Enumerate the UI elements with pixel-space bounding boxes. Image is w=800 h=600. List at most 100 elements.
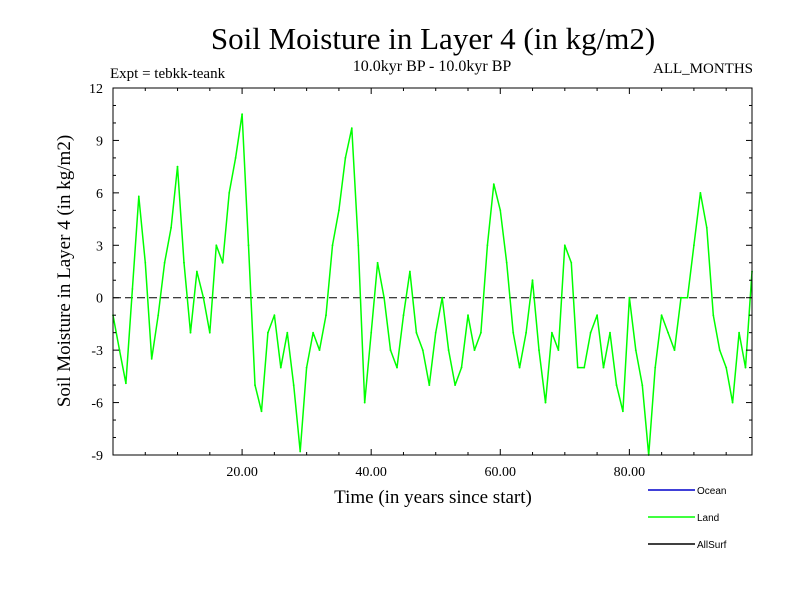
x-axis-label: Time (in years since start)	[334, 487, 532, 508]
data-point	[467, 314, 469, 317]
legend-label-land: Land	[697, 513, 719, 524]
x-tick-label: 40.00	[355, 465, 387, 480]
data-point	[292, 384, 295, 386]
data-point	[402, 314, 405, 317]
data-point	[731, 401, 734, 404]
data-point	[228, 192, 231, 194]
data-point	[589, 331, 592, 334]
data-point	[576, 366, 579, 369]
data-point	[473, 349, 476, 351]
data-point	[389, 349, 392, 351]
data-point	[512, 331, 515, 334]
data-point	[176, 165, 179, 168]
data-point	[144, 261, 147, 264]
data-point	[544, 401, 547, 404]
data-point	[215, 244, 218, 247]
data-point	[260, 410, 263, 413]
plot-area	[112, 113, 753, 456]
data-point	[247, 244, 250, 247]
data-point	[641, 384, 644, 386]
data-point	[531, 279, 534, 282]
data-point	[699, 192, 702, 194]
data-point	[686, 296, 689, 299]
data-point	[338, 209, 340, 212]
data-point	[525, 331, 527, 334]
data-point	[680, 296, 682, 299]
data-point	[492, 183, 495, 186]
data-point	[415, 331, 418, 334]
x-tick-label: 80.00	[614, 465, 646, 480]
data-point	[596, 314, 598, 317]
data-point	[725, 366, 728, 369]
data-point	[363, 401, 366, 404]
data-point	[208, 331, 211, 334]
data-point	[357, 244, 360, 247]
data-point	[254, 384, 256, 386]
data-point	[183, 261, 185, 264]
data-point	[318, 349, 321, 351]
data-point	[505, 261, 508, 264]
data-point	[163, 261, 166, 264]
data-point	[518, 366, 521, 369]
data-point	[454, 384, 456, 386]
data-point	[189, 331, 192, 334]
data-point	[693, 244, 695, 247]
data-point	[628, 296, 631, 299]
data-point	[660, 314, 663, 317]
data-point	[221, 261, 224, 264]
series-line-land	[112, 113, 753, 456]
data-point	[376, 261, 379, 264]
data-point	[299, 450, 302, 453]
data-point	[551, 331, 553, 334]
data-point	[305, 366, 308, 369]
data-point	[622, 410, 624, 413]
y-tick-label: 6	[96, 187, 103, 202]
y-tick-label: -3	[91, 344, 103, 359]
data-point	[499, 209, 502, 212]
data-point	[583, 366, 586, 369]
data-point	[570, 261, 573, 264]
data-point	[286, 331, 289, 334]
data-point	[421, 349, 424, 351]
data-point	[125, 382, 127, 385]
data-point	[434, 331, 437, 334]
chart-legend: Ocean Land AllSurf	[648, 486, 727, 551]
chart-title: Soil Moisture in Layer 4 (in kg/m2)	[211, 21, 655, 56]
data-point	[118, 349, 121, 351]
data-point	[157, 314, 160, 317]
data-point	[705, 226, 708, 229]
data-point	[480, 331, 482, 334]
data-point	[273, 314, 276, 317]
data-point	[202, 296, 205, 299]
x-tick-label: 60.00	[485, 465, 517, 480]
data-point	[738, 331, 740, 334]
plot-frame	[112, 87, 753, 456]
data-point	[131, 288, 134, 290]
y-axis-label: Soil Moisture in Layer 4 (in kg/m2)	[54, 135, 75, 407]
data-point	[370, 331, 373, 334]
data-point	[170, 226, 173, 229]
y-tick-label: -6	[91, 397, 103, 412]
data-point	[557, 349, 560, 351]
data-point	[150, 358, 153, 360]
data-point	[563, 244, 566, 247]
chart-subtitle-experiment: Expt = tebkk-teank	[110, 66, 226, 82]
y-tick-label: 3	[96, 239, 103, 254]
data-point	[712, 314, 715, 317]
chart-subtitle-months: ALL_MONTHS	[653, 61, 753, 77]
data-point	[396, 366, 398, 369]
data-point	[654, 366, 657, 369]
data-point	[667, 331, 669, 334]
data-point	[196, 270, 198, 273]
data-point	[602, 366, 605, 369]
data-point	[344, 157, 347, 159]
data-point	[447, 349, 450, 351]
y-tick-label: -9	[91, 449, 103, 464]
data-point	[744, 366, 747, 369]
data-point	[428, 384, 431, 386]
data-point	[615, 384, 618, 386]
data-point	[634, 349, 637, 351]
data-point	[460, 366, 463, 369]
y-tick-label: 0	[96, 292, 103, 307]
